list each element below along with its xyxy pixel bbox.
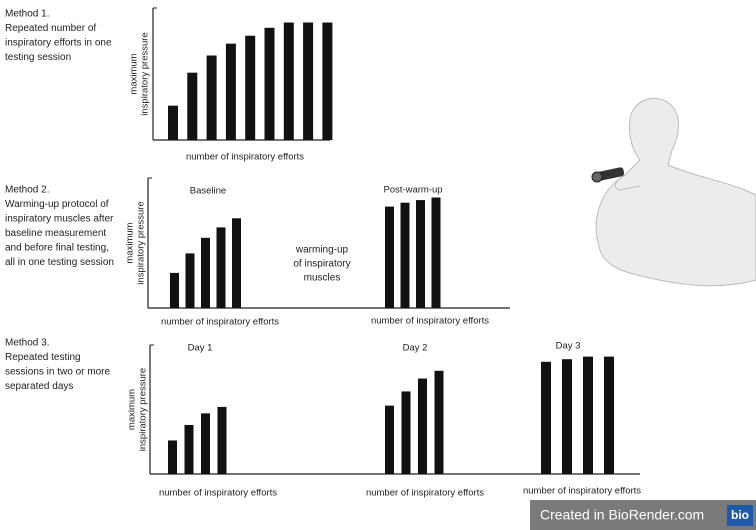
bar <box>604 356 614 474</box>
bar <box>184 424 194 474</box>
x-axis-label: number of inspiratory efforts <box>371 316 489 327</box>
method-text: Method 3. <box>5 338 49 349</box>
method-text: Method 2. <box>5 185 49 196</box>
bar <box>385 206 394 308</box>
x-axis-label: number of inspiratory efforts <box>186 152 304 163</box>
y-axis-label: maximum <box>129 53 140 94</box>
bar <box>245 35 256 140</box>
bar <box>416 200 425 308</box>
x-axis-label: number of inspiratory efforts <box>159 488 277 499</box>
method-text: Warming-up protocol of <box>5 199 109 210</box>
watermark: Created in BioRender.com bio <box>530 500 756 530</box>
bar <box>264 27 275 140</box>
bar <box>168 440 177 474</box>
person-illustration <box>591 98 756 287</box>
x-axis-label: number of inspiratory efforts <box>161 317 279 328</box>
method-text: inspiratory efforts in one <box>5 38 112 49</box>
bar <box>562 359 572 474</box>
bar <box>385 405 394 474</box>
annotation: of inspiratory <box>293 259 350 270</box>
annotation: warming-up <box>295 245 349 256</box>
bar <box>434 370 444 474</box>
group-label: Day 2 <box>403 343 428 354</box>
y-axis-label: inspiratory pressure <box>136 201 147 284</box>
y-axis-label: maximum <box>127 389 138 430</box>
bar <box>541 361 551 474</box>
group-label: Baseline <box>190 186 226 197</box>
bar <box>225 43 236 140</box>
group-label: Post-warm-up <box>383 185 442 196</box>
bar <box>201 413 210 474</box>
method-text: and before final testing, <box>5 243 109 254</box>
bar <box>418 378 427 474</box>
bar <box>187 72 198 140</box>
bar <box>283 22 294 140</box>
method-text: Method 1. <box>5 9 49 20</box>
bar <box>170 272 179 308</box>
y-axis-label: inspiratory pressure <box>138 368 149 451</box>
bar <box>583 356 593 474</box>
method-text: separated days <box>5 381 73 392</box>
bar <box>168 105 178 140</box>
watermark-text: Created in BioRender.com <box>540 507 704 523</box>
x-axis-label: number of inspiratory efforts <box>366 488 484 499</box>
method-text: inspiratory muscles after <box>5 214 114 225</box>
bar <box>201 237 210 308</box>
bar <box>217 406 227 474</box>
y-axis-label: maximum <box>125 222 136 263</box>
bar <box>303 22 314 140</box>
bar <box>431 197 441 308</box>
bar <box>206 55 217 140</box>
x-axis-label: number of inspiratory efforts <box>523 486 641 497</box>
watermark-logo: bio <box>731 508 749 522</box>
group-label: Day 1 <box>188 343 213 354</box>
bar <box>322 22 333 140</box>
annotation: muscles <box>304 273 341 284</box>
method-text: testing session <box>5 52 71 63</box>
bar <box>401 391 411 474</box>
method-text: Repeated testing <box>5 352 81 363</box>
bar <box>216 227 226 308</box>
bar <box>185 253 195 308</box>
bar <box>232 218 241 308</box>
group-label: Day 3 <box>556 341 581 352</box>
bar <box>400 202 410 308</box>
method-text: sessions in two or more <box>5 367 110 378</box>
method-text: baseline measurement <box>5 228 106 239</box>
y-axis-label: inspiratory pressure <box>140 32 151 115</box>
method-text: Repeated number of <box>5 23 96 34</box>
method-text: all in one testing session <box>5 257 114 268</box>
